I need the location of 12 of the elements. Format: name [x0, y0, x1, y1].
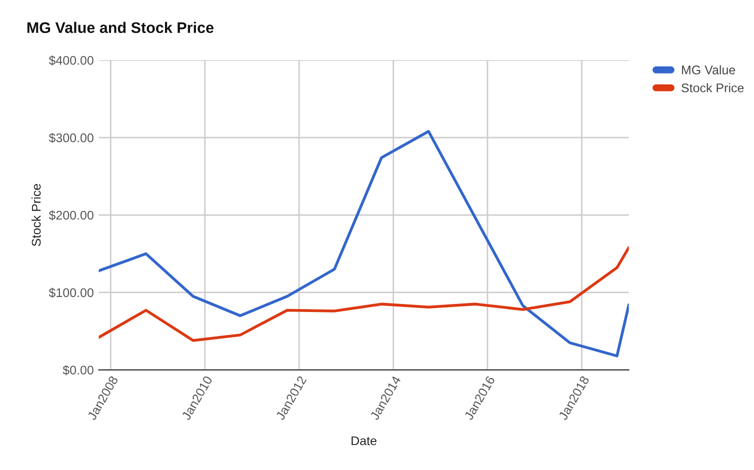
- chart-title: MG Value and Stock Price: [27, 22, 214, 34]
- y-tick-label: $200.00: [48, 210, 94, 220]
- legend-label: Stock Price: [682, 83, 744, 92]
- line-series: [98, 130, 629, 358]
- y-tick-label: $300.00: [48, 132, 94, 143]
- y-tick-label: $400.00: [48, 55, 94, 66]
- x-axis-title: Date: [352, 436, 376, 446]
- y-tick-label: $100.00: [48, 288, 94, 298]
- y-axis-title: Stock Price: [32, 184, 41, 246]
- legend-label: MG Value: [682, 65, 736, 74]
- line-series: [98, 246, 629, 342]
- y-tick-label: $0.00: [62, 365, 94, 376]
